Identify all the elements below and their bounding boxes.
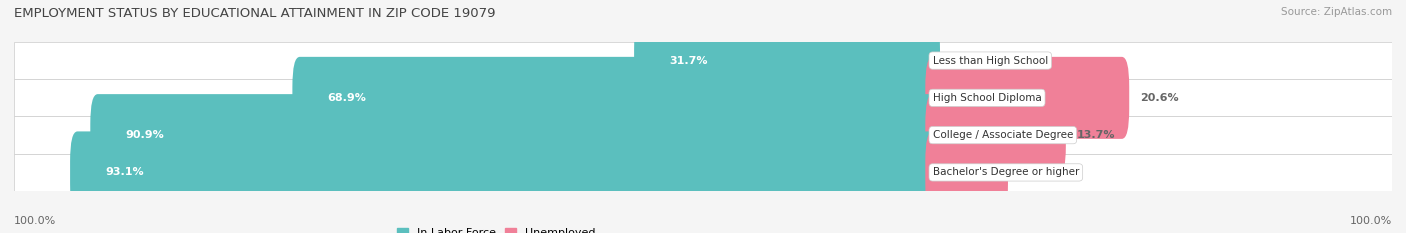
FancyBboxPatch shape <box>925 94 1066 176</box>
Bar <box>14 154 1392 191</box>
Text: 93.1%: 93.1% <box>105 168 143 177</box>
FancyBboxPatch shape <box>90 94 941 176</box>
Text: 7.4%: 7.4% <box>1019 168 1050 177</box>
FancyBboxPatch shape <box>292 57 941 139</box>
Text: 20.6%: 20.6% <box>1140 93 1178 103</box>
FancyBboxPatch shape <box>70 131 941 213</box>
FancyBboxPatch shape <box>634 20 941 102</box>
Text: College / Associate Degree: College / Associate Degree <box>932 130 1073 140</box>
Text: 68.9%: 68.9% <box>328 93 366 103</box>
Text: 13.7%: 13.7% <box>1077 130 1115 140</box>
Text: 90.9%: 90.9% <box>125 130 165 140</box>
FancyBboxPatch shape <box>925 131 1008 213</box>
Text: 0.0%: 0.0% <box>950 56 981 65</box>
Text: 100.0%: 100.0% <box>14 216 56 226</box>
Legend: In Labor Force, Unemployed: In Labor Force, Unemployed <box>392 223 600 233</box>
Bar <box>14 42 1392 79</box>
FancyBboxPatch shape <box>925 57 1129 139</box>
Bar <box>14 79 1392 116</box>
Bar <box>14 116 1392 154</box>
Text: Source: ZipAtlas.com: Source: ZipAtlas.com <box>1281 7 1392 17</box>
Text: 100.0%: 100.0% <box>1350 216 1392 226</box>
Text: EMPLOYMENT STATUS BY EDUCATIONAL ATTAINMENT IN ZIP CODE 19079: EMPLOYMENT STATUS BY EDUCATIONAL ATTAINM… <box>14 7 495 20</box>
Text: Bachelor's Degree or higher: Bachelor's Degree or higher <box>932 168 1078 177</box>
Text: High School Diploma: High School Diploma <box>932 93 1042 103</box>
Text: Less than High School: Less than High School <box>932 56 1047 65</box>
Text: 31.7%: 31.7% <box>669 56 707 65</box>
